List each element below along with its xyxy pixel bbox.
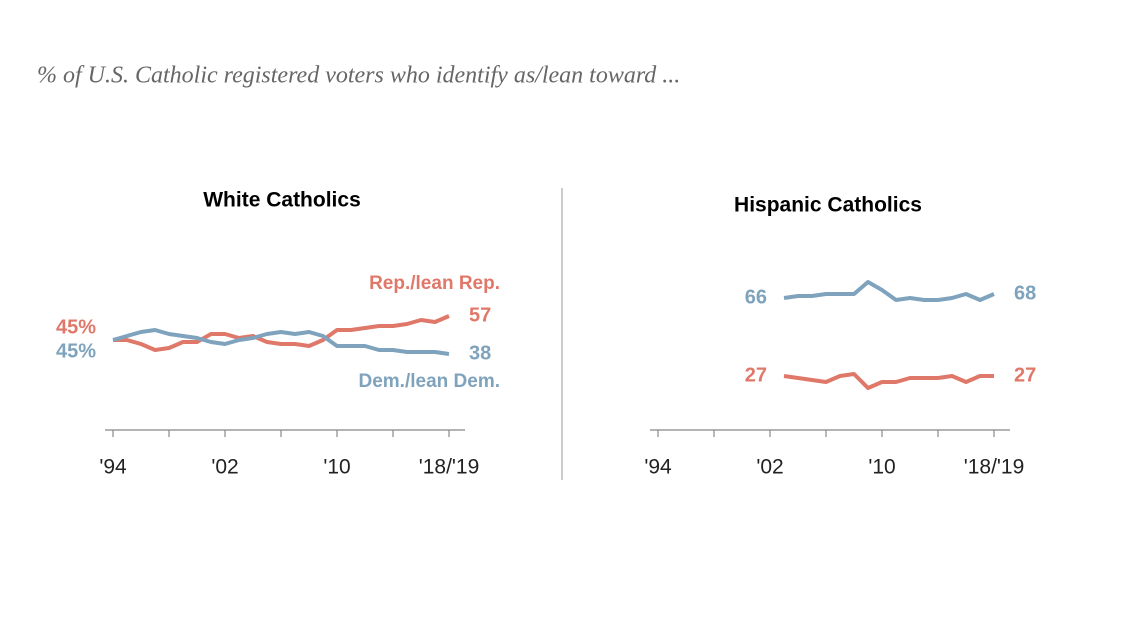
value-label: 57: [469, 304, 491, 326]
panel-title: Hispanic Catholics: [734, 194, 922, 217]
series-name: Dem./lean Dem.: [359, 371, 501, 392]
value-label: 38: [469, 342, 491, 364]
line-series: [113, 314, 450, 352]
x-tick-label: '10: [868, 456, 895, 479]
x-tick-label: '94: [99, 456, 127, 479]
line-series: [783, 280, 995, 302]
value-label: 45%: [56, 340, 96, 362]
x-tick-label: '02: [211, 456, 238, 479]
x-tick-label: '18/'19: [419, 456, 480, 479]
x-tick-label: '94: [644, 456, 672, 479]
x-tick-label: '18/'19: [964, 456, 1025, 479]
value-label: 27: [745, 364, 767, 386]
panel-title: White Catholics: [203, 189, 361, 212]
x-tick-label: '02: [756, 456, 783, 479]
line-series: [783, 372, 994, 390]
subtitle: % of U.S. Catholic registered voters who…: [37, 63, 680, 89]
x-tick-label: '10: [323, 456, 350, 479]
series-name: Rep./lean Rep.: [369, 273, 500, 294]
line-series: [112, 328, 450, 356]
value-label: 68: [1014, 282, 1036, 304]
value-label: 27: [1014, 364, 1036, 386]
value-label: 66: [745, 286, 767, 308]
value-label: 45%: [56, 316, 96, 338]
